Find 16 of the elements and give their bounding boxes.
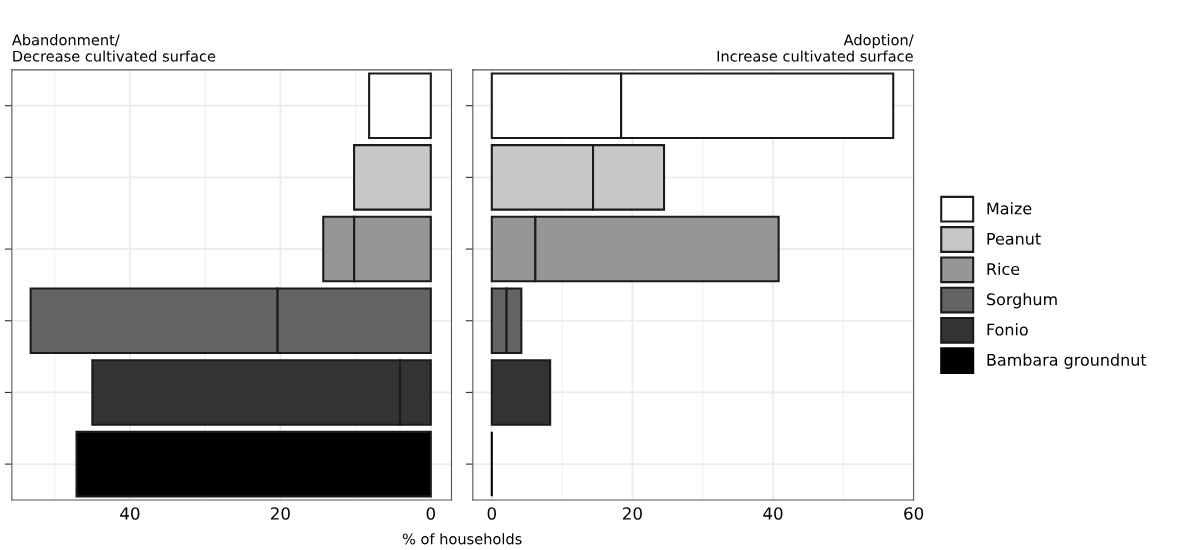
x-tick-label: 40	[763, 507, 783, 520]
x-axis-title: % of households	[402, 533, 522, 545]
chart-title: Adoption/ Increase cultivated surface	[717, 34, 914, 62]
legend-label: Rice	[987, 262, 1020, 276]
legend-label: Maize	[987, 202, 1032, 215]
legend-label: Bambara groundnut	[987, 353, 1147, 369]
x-tick-label: 0	[426, 507, 435, 520]
legend-label: Peanut	[987, 232, 1041, 245]
x-tick-label: 20	[623, 507, 642, 520]
legend-label: Fonio	[987, 323, 1028, 336]
x-tick-label: 40	[120, 507, 140, 520]
x-tick-label: 20	[270, 507, 290, 520]
chart-title: Abandonment/ Decrease cultivated surface	[11, 34, 216, 62]
x-tick-label: 0	[487, 507, 496, 520]
x-tick-label: 60	[904, 507, 924, 520]
legend-label: Sorghum	[987, 292, 1057, 309]
